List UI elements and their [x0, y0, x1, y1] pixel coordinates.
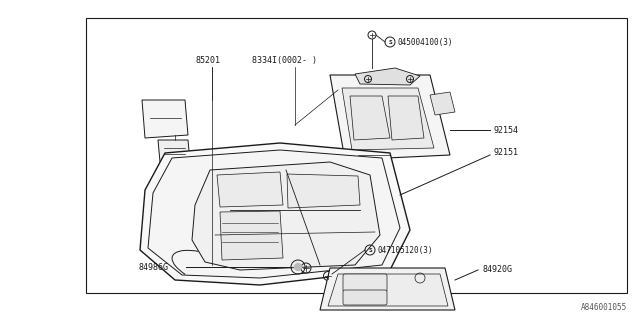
Text: 92154: 92154 — [493, 125, 518, 134]
Polygon shape — [355, 68, 420, 85]
Text: S: S — [368, 247, 372, 252]
Polygon shape — [350, 96, 390, 140]
Text: 8334I(0002- ): 8334I(0002- ) — [252, 55, 317, 65]
Bar — [86, 18, 627, 293]
Text: 92151: 92151 — [493, 148, 518, 156]
Text: 84986G: 84986G — [138, 262, 168, 271]
FancyBboxPatch shape — [343, 290, 387, 305]
Polygon shape — [158, 140, 190, 162]
Polygon shape — [140, 143, 410, 285]
Polygon shape — [148, 150, 400, 278]
Polygon shape — [320, 268, 455, 310]
Text: 85201: 85201 — [195, 55, 220, 65]
Polygon shape — [328, 274, 448, 306]
Text: A846001055: A846001055 — [580, 303, 627, 313]
Text: 045004100(3): 045004100(3) — [397, 37, 452, 46]
Text: 047105120(3): 047105120(3) — [377, 245, 433, 254]
Polygon shape — [217, 172, 283, 207]
Polygon shape — [192, 162, 380, 270]
Polygon shape — [142, 100, 188, 138]
FancyBboxPatch shape — [343, 274, 387, 292]
Polygon shape — [430, 92, 455, 115]
Text: 84920G: 84920G — [482, 266, 512, 275]
Circle shape — [294, 263, 301, 270]
Polygon shape — [330, 75, 450, 160]
Polygon shape — [287, 174, 360, 208]
Text: S: S — [388, 39, 392, 44]
Polygon shape — [220, 211, 283, 260]
Polygon shape — [388, 96, 424, 140]
Polygon shape — [342, 88, 434, 150]
